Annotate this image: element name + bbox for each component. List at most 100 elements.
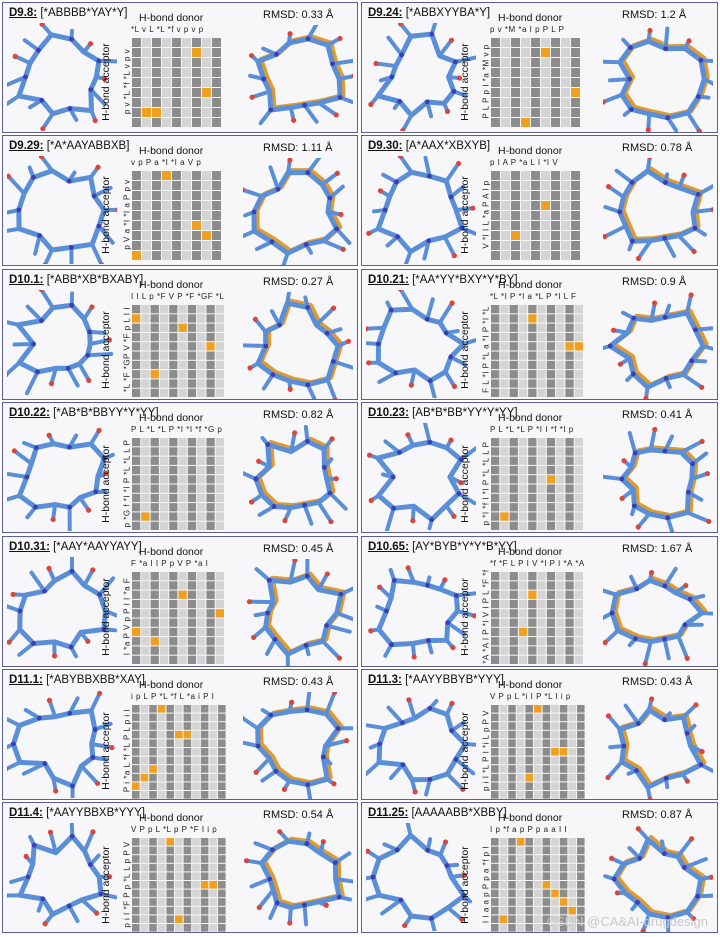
matrix-cell [500, 636, 509, 645]
matrix-cell [521, 211, 530, 221]
matrix-cell [218, 773, 226, 782]
matrix-cell [141, 655, 150, 664]
matrix-cell [157, 898, 166, 907]
matrix-cell [537, 447, 546, 456]
nitrogen-atom [665, 115, 671, 121]
matrix-cell [150, 314, 159, 323]
matrix-cell [149, 898, 157, 907]
matrix-cell [183, 838, 192, 846]
matrix-cell [541, 251, 550, 261]
matrix-cell [132, 730, 140, 739]
oxygen-atom [708, 875, 713, 881]
matrix-cell [150, 655, 159, 664]
matrix-cell [561, 251, 570, 261]
matrix-cell [132, 655, 141, 664]
overlay-backbone [612, 575, 708, 642]
matrix-cell [150, 360, 159, 369]
hbond-cell [521, 118, 530, 127]
matrix-cell [209, 872, 217, 881]
nitrogen-atom [67, 505, 72, 510]
matrix-cell [132, 739, 140, 747]
nitrogen-atom [33, 445, 39, 451]
oxygen-atom [688, 292, 694, 298]
side-chain [685, 510, 711, 524]
oxygen-atom [458, 480, 464, 486]
nitrogen-atom [11, 741, 16, 747]
matrix-cell [142, 201, 151, 211]
nitrogen-atom [459, 225, 465, 231]
oxygen-atom [643, 395, 649, 399]
matrix-cell [175, 791, 183, 799]
matrix-cell [218, 872, 226, 881]
matrix-cell [141, 304, 150, 314]
matrix-cell [518, 580, 528, 590]
oxygen-atom [635, 524, 641, 530]
matrix-cell [140, 765, 149, 773]
matrix-cell [541, 38, 550, 47]
matrix-cell [525, 924, 533, 932]
nitrogen-atom [424, 99, 430, 105]
matrix-cell [166, 730, 174, 739]
side-chain [325, 377, 338, 399]
nitrogen-atom [384, 608, 389, 613]
molecule-structure [7, 690, 115, 798]
matrix-cell [568, 924, 576, 932]
matrix-cell [159, 618, 169, 627]
matrix-cell [565, 388, 574, 397]
nitrogen-atom [42, 761, 48, 766]
matrix-cell [169, 388, 178, 397]
matrix-cell [491, 388, 500, 397]
oxygen-atom [337, 35, 343, 42]
matrix-cell [537, 608, 546, 618]
matrix-cell [577, 722, 585, 730]
side-chain [302, 103, 319, 124]
nitrogen-atom [451, 88, 457, 94]
side-chain [12, 449, 34, 466]
matrix-cell [499, 773, 508, 782]
matrix-cell [157, 791, 166, 799]
panel-title: D10.1: [*ABB*XB*BXABY] [9, 274, 143, 286]
matrix-cell [192, 191, 201, 201]
matrix-cell [525, 765, 533, 773]
molecule-structure [368, 23, 476, 131]
matrix-cell [166, 739, 174, 747]
side-chain [268, 901, 279, 921]
matrix-cell [197, 655, 206, 664]
matrix-cell [561, 211, 570, 221]
matrix-cell [509, 369, 518, 379]
matrix-cell [209, 907, 217, 915]
matrix-cell [152, 171, 161, 181]
side-chain [398, 156, 414, 175]
acceptor-ticks: F L *I P *L a *I P *I *L [481, 306, 491, 394]
matrix-cell [559, 756, 568, 765]
matrix-cell [542, 756, 551, 765]
matrix-cell [574, 627, 583, 636]
side-chain [444, 161, 461, 184]
matrix-cell [152, 241, 161, 251]
matrix-cell [500, 475, 509, 484]
matrix-cell [508, 864, 516, 872]
matrix-cell [491, 78, 500, 87]
matrix-cell [159, 599, 169, 608]
matrix-cell [142, 171, 151, 181]
matrix-cell [521, 221, 530, 231]
matrix-cell [565, 512, 574, 521]
matrix-cell [166, 872, 174, 881]
side-chain [381, 173, 399, 185]
matrix-cell [546, 608, 556, 618]
hbond-matrix [491, 38, 580, 127]
matrix-cell [150, 580, 159, 590]
nitrogen-atom [391, 506, 396, 511]
matrix-cell [501, 171, 510, 181]
matrix-cell [200, 773, 209, 782]
matrix-cell [142, 48, 151, 57]
matrix-cell [537, 590, 546, 599]
matrix-cell [178, 475, 187, 484]
matrix-cell [511, 221, 520, 231]
matrix-cell [218, 748, 226, 756]
matrix-cell [565, 447, 574, 456]
side-chain [453, 55, 476, 64]
oxygen-atom [331, 781, 337, 787]
nitrogen-atom [692, 226, 698, 232]
matrix-cell [209, 705, 217, 713]
